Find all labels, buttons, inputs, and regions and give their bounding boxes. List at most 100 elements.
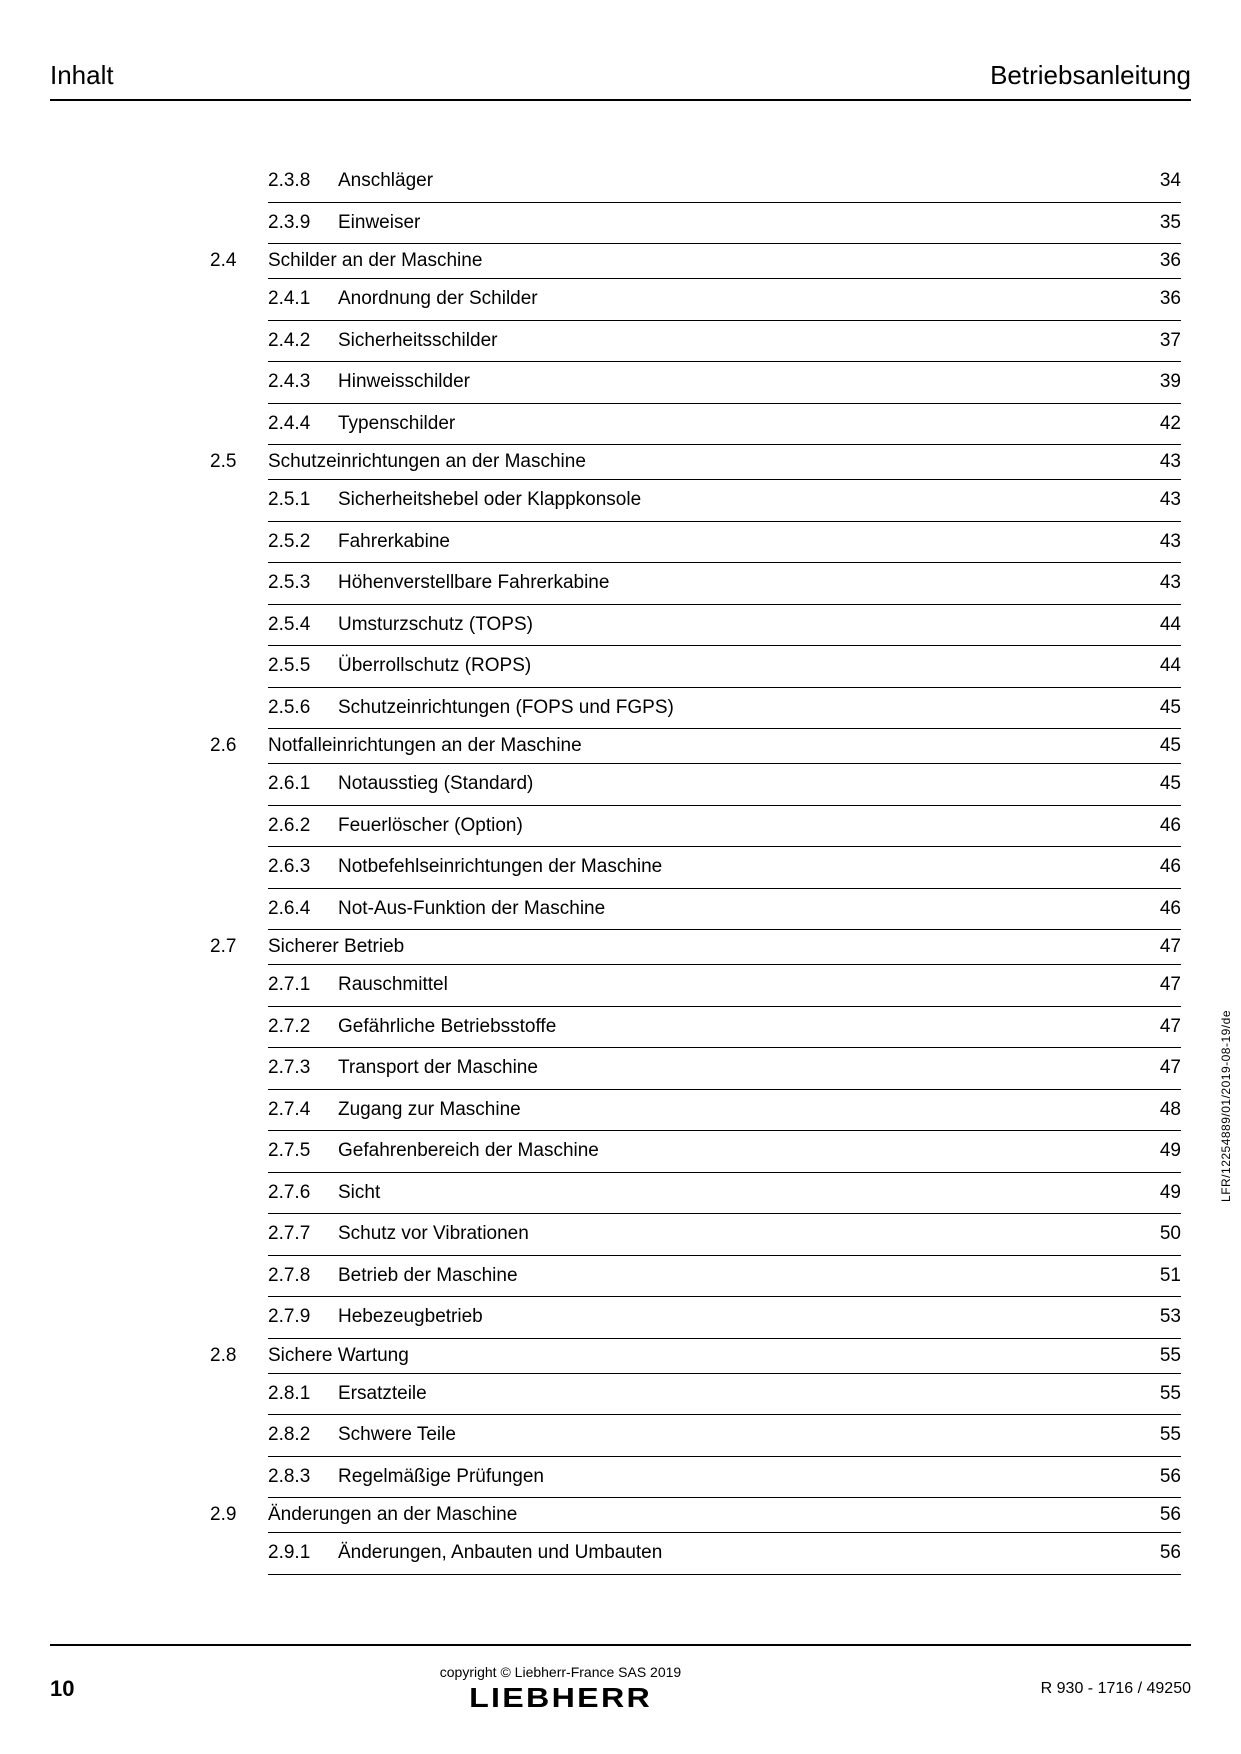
- toc-sub-number: 2.7.2: [268, 1013, 338, 1042]
- toc-sub-number: 2.7.6: [268, 1179, 338, 1208]
- toc-title: Hinweisschilder: [338, 368, 1131, 397]
- toc-page: 49: [1131, 1137, 1181, 1166]
- toc-sub-number: 2.8.1: [268, 1380, 338, 1409]
- toc-page: 42: [1131, 410, 1181, 439]
- toc-sub-number: 2.9.1: [268, 1539, 338, 1568]
- toc-sub-row: 2.5.3Höhenverstellbare Fahrerkabine43: [268, 563, 1181, 605]
- toc-sub-number: 2.7.3: [268, 1054, 338, 1083]
- toc-sub-row: 2.8.1Ersatzteile55: [268, 1374, 1181, 1416]
- toc-section-number: 2.5: [210, 451, 268, 473]
- toc-sub-row: 2.9.1Änderungen, Anbauten und Umbauten56: [268, 1533, 1181, 1575]
- toc-section-row: 2.8Sichere Wartung55: [210, 1339, 1181, 1374]
- toc-sub-row: 2.7.5Gefahrenbereich der Maschine49: [268, 1131, 1181, 1173]
- toc-sub-number: 2.8.2: [268, 1421, 338, 1450]
- toc-sub-row: 2.8.3Regelmäßige Prüfungen56: [268, 1457, 1181, 1499]
- toc-section-row: 2.9Änderungen an der Maschine56: [210, 1498, 1181, 1533]
- toc-sub-number: 2.4.2: [268, 327, 338, 356]
- toc-page: 45: [1131, 694, 1181, 723]
- toc-sub-row: 2.4.4Typenschilder42: [268, 404, 1181, 446]
- toc-title: Not-Aus-Funktion der Maschine: [338, 895, 1131, 924]
- toc-sub-row: 2.5.2Fahrerkabine43: [268, 522, 1181, 564]
- toc-page: 34: [1131, 167, 1181, 196]
- toc-sub-row: 2.8.2Schwere Teile55: [268, 1415, 1181, 1457]
- footer-doc-ref: R 930 - 1716 / 49250: [971, 1680, 1191, 1698]
- toc-page: 43: [1131, 451, 1181, 473]
- toc-sub-row: 2.4.1Anordnung der Schilder36: [268, 279, 1181, 321]
- toc-sub-number: 2.6.1: [268, 770, 338, 799]
- toc-sub-row: 2.7.9Hebezeugbetrieb53: [268, 1297, 1181, 1339]
- toc-title: Sicherer Betrieb: [268, 936, 1131, 958]
- toc-title: Zugang zur Maschine: [338, 1096, 1131, 1125]
- toc-title: Sicherheitsschilder: [338, 327, 1131, 356]
- toc-sub-number: 2.3.8: [268, 167, 338, 196]
- toc-title: Feuerlöscher (Option): [338, 812, 1131, 841]
- toc-page: 48: [1131, 1096, 1181, 1125]
- toc-page: 55: [1131, 1380, 1181, 1409]
- toc-sub-number: 2.7.4: [268, 1096, 338, 1125]
- toc-sub-row: 2.5.6Schutzeinrichtungen (FOPS und FGPS)…: [268, 688, 1181, 730]
- toc-title: Transport der Maschine: [338, 1054, 1131, 1083]
- toc-sub-number: 2.3.9: [268, 209, 338, 238]
- toc-section-line: Schilder an der Maschine36: [268, 244, 1181, 279]
- toc-sub-number: 2.7.9: [268, 1303, 338, 1332]
- toc-page: 56: [1131, 1463, 1181, 1492]
- toc-sub-number: 2.5.3: [268, 569, 338, 598]
- toc-sub-number: 2.6.4: [268, 895, 338, 924]
- toc-page: 50: [1131, 1220, 1181, 1249]
- toc-title: Schutzeinrichtungen an der Maschine: [268, 451, 1131, 473]
- toc-page: 47: [1131, 971, 1181, 1000]
- toc-sub-row: 2.5.5Überrollschutz (ROPS)44: [268, 646, 1181, 688]
- toc-page: 44: [1131, 611, 1181, 640]
- page-footer: 10 copyright © Liebherr-France SAS 2019 …: [50, 1664, 1191, 1714]
- toc-title: Sichere Wartung: [268, 1345, 1131, 1367]
- toc-page: 45: [1131, 735, 1181, 757]
- toc-title: Notausstieg (Standard): [338, 770, 1131, 799]
- page-header: Inhalt Betriebsanleitung: [50, 60, 1191, 101]
- toc-section-row: 2.4Schilder an der Maschine36: [210, 244, 1181, 279]
- toc-sub-row: 2.7.6Sicht49: [268, 1173, 1181, 1215]
- toc-section-number: 2.4: [210, 250, 268, 272]
- toc-page: 56: [1131, 1504, 1181, 1526]
- toc-title: Notfalleinrichtungen an der Maschine: [268, 735, 1131, 757]
- toc-title: Typenschilder: [338, 410, 1131, 439]
- toc-sub-number: 2.4.3: [268, 368, 338, 397]
- toc-sub-row: 2.7.3Transport der Maschine47: [268, 1048, 1181, 1090]
- toc-page: 53: [1131, 1303, 1181, 1332]
- toc-section-line: Änderungen an der Maschine56: [268, 1498, 1181, 1533]
- toc-title: Betrieb der Maschine: [338, 1262, 1131, 1291]
- toc-title: Schutz vor Vibrationen: [338, 1220, 1131, 1249]
- page: Inhalt Betriebsanleitung 2.3.8Anschläger…: [0, 0, 1241, 1754]
- footer-center: copyright © Liebherr-France SAS 2019 LIE…: [150, 1664, 971, 1714]
- toc-sub-row: 2.5.4Umsturzschutz (TOPS)44: [268, 605, 1181, 647]
- toc-section-line: Notfalleinrichtungen an der Maschine45: [268, 729, 1181, 764]
- toc-page: 43: [1131, 528, 1181, 557]
- toc-title: Fahrerkabine: [338, 528, 1131, 557]
- toc-section-number: 2.6: [210, 735, 268, 757]
- toc-title: Schilder an der Maschine: [268, 250, 1131, 272]
- toc-page: 46: [1131, 853, 1181, 882]
- toc-title: Umsturzschutz (TOPS): [338, 611, 1131, 640]
- toc-sub-number: 2.7.1: [268, 971, 338, 1000]
- toc-page: 39: [1131, 368, 1181, 397]
- toc-title: Rauschmittel: [338, 971, 1131, 1000]
- toc-sub-number: 2.5.5: [268, 652, 338, 681]
- toc-sub-row: 2.3.9Einweiser35: [268, 203, 1181, 245]
- toc-title: Anordnung der Schilder: [338, 285, 1131, 314]
- toc-section-row: 2.7Sicherer Betrieb47: [210, 930, 1181, 965]
- toc-sub-row: 2.7.4Zugang zur Maschine48: [268, 1090, 1181, 1132]
- toc-section-line: Schutzeinrichtungen an der Maschine43: [268, 445, 1181, 480]
- footer-copyright: copyright © Liebherr-France SAS 2019: [150, 1664, 971, 1680]
- toc-sub-number: 2.5.1: [268, 486, 338, 515]
- toc-title: Sicht: [338, 1179, 1131, 1208]
- toc-sub-number: 2.4.4: [268, 410, 338, 439]
- toc-title: Gefahrenbereich der Maschine: [338, 1137, 1131, 1166]
- toc-sub-row: 2.6.2Feuerlöscher (Option)46: [268, 806, 1181, 848]
- toc-page: 35: [1131, 209, 1181, 238]
- toc-page: 45: [1131, 770, 1181, 799]
- toc-title: Schutzeinrichtungen (FOPS und FGPS): [338, 694, 1131, 723]
- toc-page: 47: [1131, 936, 1181, 958]
- toc-title: Gefährliche Betriebsstoffe: [338, 1013, 1131, 1042]
- toc-section-number: 2.7: [210, 936, 268, 958]
- footer-brand-logo: LIEBHERR: [469, 1682, 652, 1714]
- toc-sub-row: 2.7.8Betrieb der Maschine51: [268, 1256, 1181, 1298]
